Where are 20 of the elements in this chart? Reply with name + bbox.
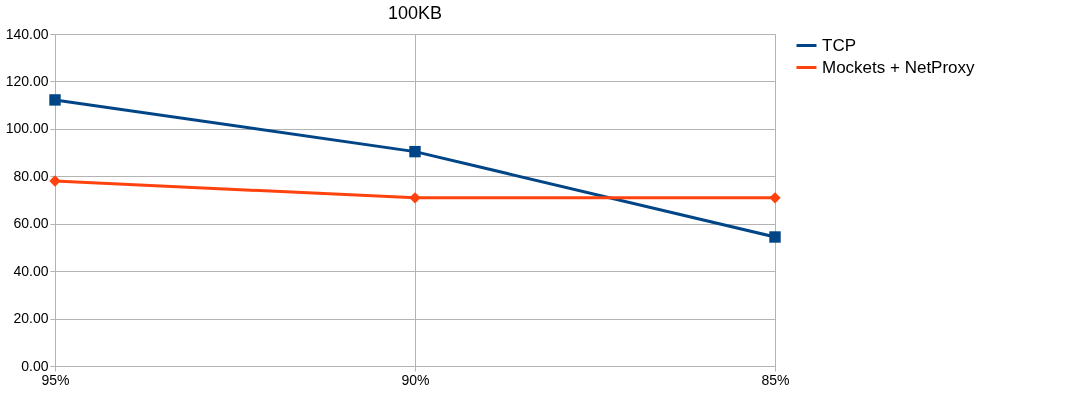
x-tick-label: 85% [761, 371, 790, 388]
x-tick-label: 90% [401, 371, 430, 388]
x-tick-label: 95% [41, 371, 70, 388]
y-tick-label: 100.00 [5, 120, 49, 137]
y-tick-label: 140.00 [5, 25, 49, 42]
point [769, 192, 781, 204]
y-tick-label: 60.00 [13, 215, 49, 232]
legend-label: Mockets + NetProxy [822, 57, 976, 77]
y-tick-label: 80.00 [13, 167, 49, 184]
point [769, 231, 781, 243]
point [409, 145, 421, 158]
legend-label: TCP [822, 35, 856, 55]
y-tick-label: 120.00 [5, 72, 49, 89]
y-tick-label: 40.00 [13, 262, 49, 279]
y-tick-label: 0.00 [21, 357, 49, 374]
chart-title: 100KB [387, 3, 443, 23]
y-tick-label: 20.00 [13, 310, 49, 327]
point [409, 192, 421, 204]
point [49, 94, 61, 106]
point [49, 175, 61, 187]
